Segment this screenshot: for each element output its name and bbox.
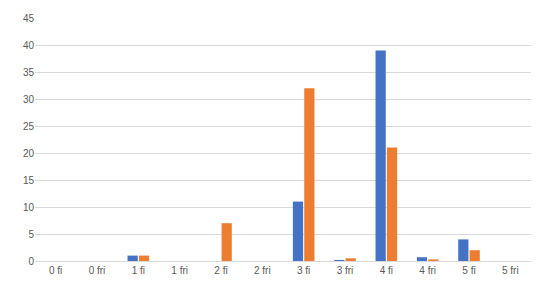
svg-text:0: 0 <box>28 256 34 267</box>
svg-text:1 fri: 1 fri <box>171 265 188 276</box>
svg-text:25: 25 <box>23 121 35 132</box>
svg-text:0 fi: 0 fi <box>49 265 62 276</box>
svg-text:40: 40 <box>23 40 35 51</box>
svg-text:0 fri: 0 fri <box>89 265 106 276</box>
svg-text:15: 15 <box>23 175 35 186</box>
svg-text:2 fri: 2 fri <box>254 265 271 276</box>
svg-text:5 fri: 5 fri <box>502 265 519 276</box>
svg-text:3 fi: 3 fi <box>297 265 310 276</box>
svg-text:4 fri: 4 fri <box>419 265 436 276</box>
svg-text:35: 35 <box>23 67 35 78</box>
svg-text:4 fi: 4 fi <box>380 265 393 276</box>
svg-text:2 fi: 2 fi <box>214 265 227 276</box>
svg-text:10: 10 <box>23 202 35 213</box>
svg-text:45: 45 <box>23 13 35 24</box>
svg-text:20: 20 <box>23 148 35 159</box>
svg-text:30: 30 <box>23 94 35 105</box>
svg-text:3 fri: 3 fri <box>337 265 354 276</box>
svg-text:5: 5 <box>28 229 34 240</box>
svg-text:5 fi: 5 fi <box>462 265 475 276</box>
svg-text:1 fi: 1 fi <box>132 265 145 276</box>
